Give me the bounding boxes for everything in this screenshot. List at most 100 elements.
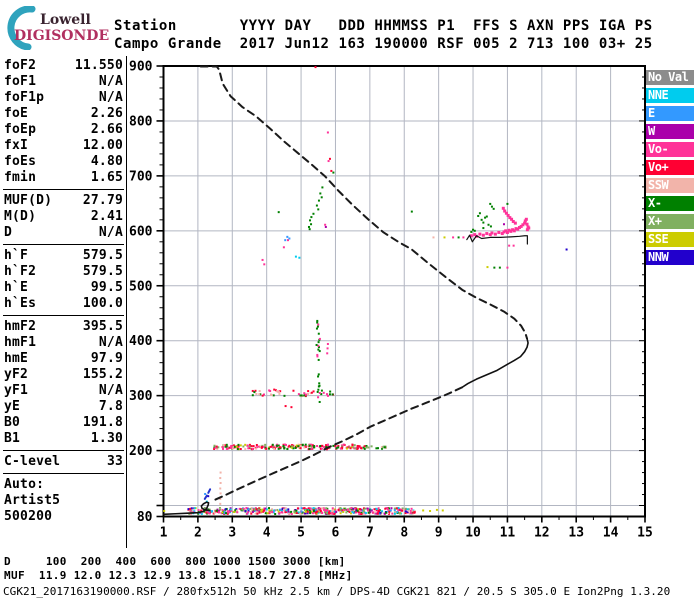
param-label: B0 [4, 415, 21, 430]
muf-row: MUF 11.9 12.0 12.3 12.9 13.8 15.1 18.7 2… [4, 569, 353, 582]
pink-isolated-echoes [218, 131, 515, 514]
param-label: C-level [4, 454, 61, 469]
param-value: 1.65 [90, 170, 123, 185]
axis-tick-label: 300 [129, 389, 153, 404]
param-label: foEs [4, 154, 37, 169]
param-label: yE [4, 399, 21, 414]
param-row: hmF1 N/A [3, 335, 124, 351]
param-value: N/A [98, 90, 123, 105]
axis-tick-label: 200 [129, 444, 153, 459]
axis-tick-label: 6 [332, 526, 340, 541]
bottomside-profile-modeled [209, 386, 464, 503]
axis-tick-label: 80 [137, 510, 153, 525]
nnw-blue-echoes [207, 248, 568, 498]
topside-profile-extrapolated [199, 65, 529, 340]
param-value: N/A [98, 383, 123, 398]
axis-tick-label: 500 [129, 279, 153, 294]
legend-item-vo: Vo+ [646, 160, 694, 175]
legend-item-sse: SSE [646, 232, 694, 247]
param-row: foEp 2.66 [3, 122, 124, 138]
direction-legend: No Val NNE E W Vo- Vo+ SSW X- X+ SSE NNW [646, 70, 695, 268]
param-row: h`Es 100.0 [3, 296, 124, 312]
crescent-icon [7, 6, 36, 50]
axis-tick-label: 900 [129, 60, 153, 75]
param-row: fmin 1.65 [3, 170, 124, 186]
param-label: foF2 [4, 58, 37, 73]
panel-separator [3, 473, 124, 474]
param-label: h`E [4, 280, 29, 295]
param-value: 100.0 [82, 296, 123, 311]
f2-trace-x-mode-green [277, 202, 509, 269]
param-value: 579.5 [82, 264, 123, 279]
param-value: 395.5 [82, 319, 123, 334]
param-row: hmE 97.9 [3, 351, 124, 367]
panel-divider [126, 56, 127, 548]
axis-tick-label: 7 [366, 526, 374, 541]
param-label: foF1p [4, 90, 45, 105]
purple-west-echoes [324, 223, 505, 228]
blue-east-echoes [204, 235, 291, 495]
panel-separator [3, 189, 124, 190]
red-echoes [284, 66, 333, 409]
param-row: B0 191.8 [3, 415, 124, 431]
param-label: h`F2 [4, 264, 37, 279]
param-row: hmF2 395.5 [3, 319, 124, 335]
axis-tick-label: 4 [263, 526, 271, 541]
status-line: CGK21_2017163190000.RSF / 280fx512h 50 k… [3, 585, 671, 598]
param-value: 4.80 [90, 154, 123, 169]
legend-item-vo: Vo- [646, 142, 694, 157]
f2-peak-profile [461, 337, 529, 389]
param-row: fxI 12.00 [3, 138, 124, 154]
cyan-nne-echoes [205, 255, 301, 503]
axis-tick-label: 13 [568, 526, 584, 541]
panel-separator [3, 315, 124, 316]
param-label: Auto: [4, 477, 45, 492]
param-label: D [4, 225, 13, 240]
param-value: N/A [98, 74, 123, 89]
param-label: 500200 [4, 509, 53, 524]
param-value: 33 [106, 454, 123, 469]
legend-item-nnw: NNW [646, 250, 694, 265]
param-value: 191.8 [82, 415, 123, 430]
panel-separator [3, 244, 124, 245]
param-row: foF2 11.550 [3, 58, 124, 74]
param-label: fxI [4, 138, 29, 153]
axis-tick-label: 8 [400, 526, 408, 541]
yellow-echoes [163, 236, 489, 513]
param-value: 12.00 [82, 138, 123, 153]
panel-separator [3, 450, 124, 451]
param-value: 155.2 [82, 367, 123, 382]
f2-trace-o-mode-pink [469, 206, 531, 238]
param-row: yF1 N/A [3, 383, 124, 399]
valley-profile-blue [203, 488, 212, 500]
axis-tick-label: 700 [129, 169, 153, 184]
param-row: Auto: [3, 477, 124, 493]
param-row: h`F 579.5 [3, 248, 124, 264]
param-label: foF1 [4, 74, 37, 89]
legend-item-w: W [646, 124, 694, 139]
axis-tick-label: 800 [129, 114, 153, 129]
legend-item-e: E [646, 106, 694, 121]
param-label: M(D) [4, 209, 37, 224]
legend-item-ssw: SSW [646, 178, 694, 193]
param-row: h`E 99.5 [3, 280, 124, 296]
param-row: foEs 4.80 [3, 154, 124, 170]
param-label: h`F [4, 248, 29, 263]
legend-item-x: X+ [646, 214, 694, 229]
param-row: h`F2 579.5 [3, 264, 124, 280]
header-field-names: Station YYYY DAY DDD HHMMSS P1 FFS S AXN… [114, 18, 653, 34]
param-label: h`Es [4, 296, 37, 311]
legend-item-nne: NNE [646, 88, 694, 103]
axis-tick-label: 1 [160, 526, 168, 541]
param-row: 500200 [3, 509, 124, 525]
logo-digisonde-text: DIGISONDE [14, 28, 110, 44]
param-label: fmin [4, 170, 37, 185]
legend-item-x: X- [646, 196, 694, 211]
param-label: hmE [4, 351, 29, 366]
f2-trace-fit-line [466, 234, 528, 245]
e-region-profile [162, 501, 211, 516]
param-label: hmF1 [4, 335, 37, 350]
param-row: yE 7.8 [3, 399, 124, 415]
param-row: C-level 33 [3, 454, 124, 470]
logo-lowell-text: Lowell [40, 12, 91, 28]
